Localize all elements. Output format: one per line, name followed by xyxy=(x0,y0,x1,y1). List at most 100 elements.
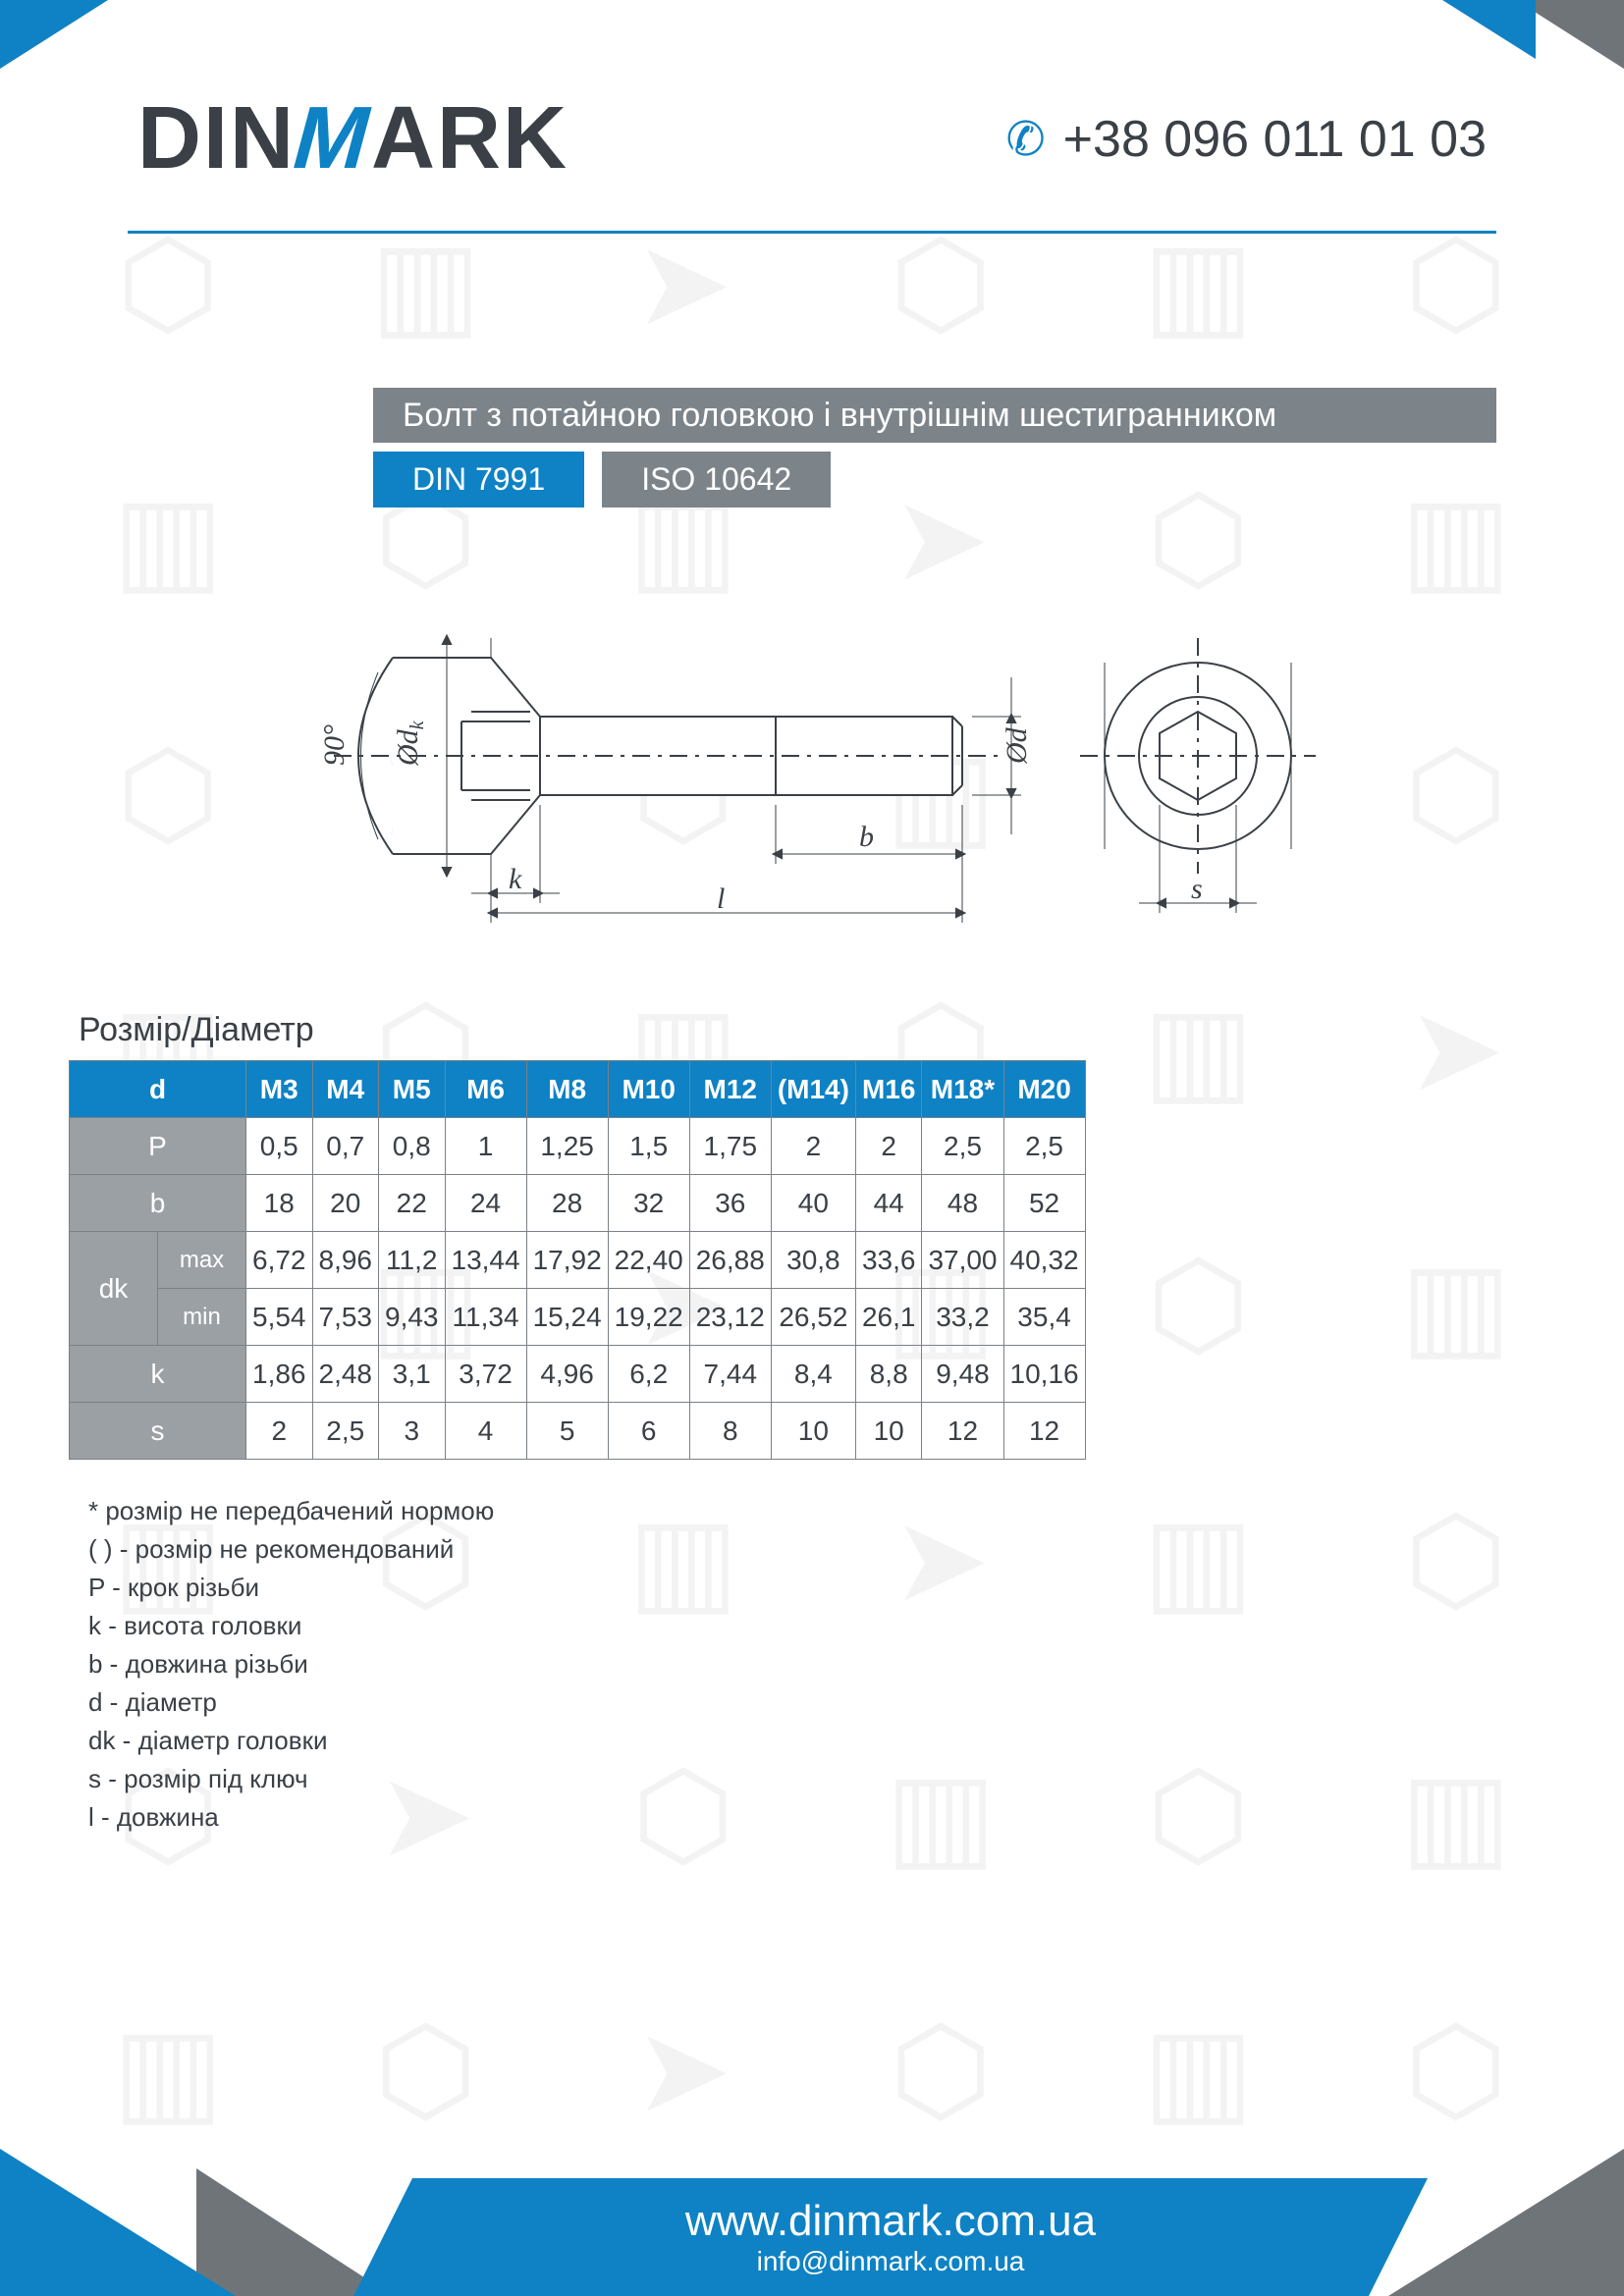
table-cell: 48 xyxy=(922,1175,1003,1232)
diagram-l-label: l xyxy=(717,882,725,915)
table-header-size: (M14) xyxy=(771,1061,855,1118)
table-cell: 5,54 xyxy=(246,1289,313,1346)
table-cell: 2 xyxy=(855,1118,922,1175)
table-cell: 8,4 xyxy=(771,1346,855,1403)
note-line: b - довжина різьби xyxy=(88,1645,494,1683)
table-cell: 44 xyxy=(855,1175,922,1232)
top-decorations xyxy=(0,0,1624,69)
table-header-d: d xyxy=(70,1061,246,1118)
diagram-b-label: b xyxy=(859,821,874,853)
table-cell: 1,5 xyxy=(608,1118,689,1175)
standard-iso: ISO 10642 xyxy=(602,452,831,507)
footer-email: info@dinmark.com.ua xyxy=(757,2246,1025,2277)
product-title: Болт з потайною головкою і внутрішнім ше… xyxy=(373,388,1496,443)
table-cell: 15,24 xyxy=(526,1289,608,1346)
table-header-size: M6 xyxy=(445,1061,526,1118)
header: DINMARK ✆ +38 096 011 01 03 xyxy=(137,88,1487,189)
table-cell: 2,5 xyxy=(312,1403,379,1460)
phone-number: +38 096 011 01 03 xyxy=(1063,110,1487,169)
table-cell: 26,52 xyxy=(771,1289,855,1346)
table-cell: 2,5 xyxy=(922,1118,1003,1175)
table-cell: 40 xyxy=(771,1175,855,1232)
table-cell: 7,44 xyxy=(689,1346,771,1403)
table-cell: 11,2 xyxy=(379,1232,446,1289)
table-rowlabel: b xyxy=(70,1175,246,1232)
table-cell: 1 xyxy=(445,1118,526,1175)
standards-row: DIN 7991 ISO 10642 xyxy=(373,452,831,507)
table-header-size: M20 xyxy=(1003,1061,1085,1118)
footer: www.dinmark.com.ua info@dinmark.com.ua xyxy=(0,2149,1624,2296)
table-cell: 17,92 xyxy=(526,1232,608,1289)
notes: * розмір не передбачений нормою( ) - роз… xyxy=(88,1492,494,1837)
logo-pre: DIN xyxy=(137,88,296,189)
table-cell: 3,1 xyxy=(379,1346,446,1403)
table-cell: 8 xyxy=(689,1403,771,1460)
table-rowlabel: s xyxy=(70,1403,246,1460)
table-cell: 22,40 xyxy=(608,1232,689,1289)
table-cell: 36 xyxy=(689,1175,771,1232)
logo-accent: M xyxy=(282,88,385,189)
table-cell: 6,72 xyxy=(246,1232,313,1289)
table-cell: 9,43 xyxy=(379,1289,446,1346)
table-cell: 2,5 xyxy=(1003,1118,1085,1175)
table-cell: 23,12 xyxy=(689,1289,771,1346)
footer-url: www.dinmark.com.ua xyxy=(685,2197,1096,2246)
table-cell: 3,72 xyxy=(445,1346,526,1403)
diagram-d-label: Ød xyxy=(1001,726,1033,765)
table-cell: 24 xyxy=(445,1175,526,1232)
table-cell: 52 xyxy=(1003,1175,1085,1232)
table-cell: 10 xyxy=(771,1403,855,1460)
table-cell: 26,88 xyxy=(689,1232,771,1289)
note-line: * розмір не передбачений нормою xyxy=(88,1492,494,1530)
table-header-size: M12 xyxy=(689,1061,771,1118)
phone-icon: ✆ xyxy=(1005,112,1045,167)
table-cell: 12 xyxy=(922,1403,1003,1460)
diagram-angle-label: 90° xyxy=(318,724,351,766)
table-cell: 0,5 xyxy=(246,1118,313,1175)
table-cell: 28 xyxy=(526,1175,608,1232)
table-cell: 10,16 xyxy=(1003,1346,1085,1403)
diagram-s-label: s xyxy=(1191,873,1203,905)
table-cell: 3 xyxy=(379,1403,446,1460)
table-cell: 37,00 xyxy=(922,1232,1003,1289)
table-cell: 20 xyxy=(312,1175,379,1232)
table-header-size: M3 xyxy=(246,1061,313,1118)
table-cell: 1,86 xyxy=(246,1346,313,1403)
table-cell: 8,8 xyxy=(855,1346,922,1403)
table-rowlabel-sub: min xyxy=(158,1289,246,1346)
table-cell: 35,4 xyxy=(1003,1289,1085,1346)
table-header-size: M10 xyxy=(608,1061,689,1118)
phone: ✆ +38 096 011 01 03 xyxy=(1005,110,1487,169)
table-cell: 40,32 xyxy=(1003,1232,1085,1289)
table-cell: 33,6 xyxy=(855,1232,922,1289)
table-cell: 6 xyxy=(608,1403,689,1460)
table-cell: 9,48 xyxy=(922,1346,1003,1403)
footer-band: www.dinmark.com.ua info@dinmark.com.ua xyxy=(353,2178,1428,2296)
table-cell: 33,2 xyxy=(922,1289,1003,1346)
table-header-size: M8 xyxy=(526,1061,608,1118)
table-cell: 12 xyxy=(1003,1403,1085,1460)
table-header-size: M16 xyxy=(855,1061,922,1118)
table-cell: 13,44 xyxy=(445,1232,526,1289)
table-header-size: M18* xyxy=(922,1061,1003,1118)
table-cell: 4,96 xyxy=(526,1346,608,1403)
table-cell: 19,22 xyxy=(608,1289,689,1346)
table-cell: 4 xyxy=(445,1403,526,1460)
note-line: l - довжина xyxy=(88,1798,494,1837)
table-cell: 26,1 xyxy=(855,1289,922,1346)
table-cell: 10 xyxy=(855,1403,922,1460)
table-rowlabel: P xyxy=(70,1118,246,1175)
table-cell: 0,7 xyxy=(312,1118,379,1175)
table-cell: 22 xyxy=(379,1175,446,1232)
table-cell: 32 xyxy=(608,1175,689,1232)
table-cell: 1,75 xyxy=(689,1118,771,1175)
table-title: Розмір/Діаметр xyxy=(79,1011,314,1049)
note-line: d - діаметр xyxy=(88,1683,494,1722)
table-cell: 0,8 xyxy=(379,1118,446,1175)
table-cell: 7,53 xyxy=(312,1289,379,1346)
table-cell: 6,2 xyxy=(608,1346,689,1403)
table-rowlabel: k xyxy=(70,1346,246,1403)
table-cell: 1,25 xyxy=(526,1118,608,1175)
table-cell: 8,96 xyxy=(312,1232,379,1289)
note-line: s - розмір під ключ xyxy=(88,1760,494,1798)
